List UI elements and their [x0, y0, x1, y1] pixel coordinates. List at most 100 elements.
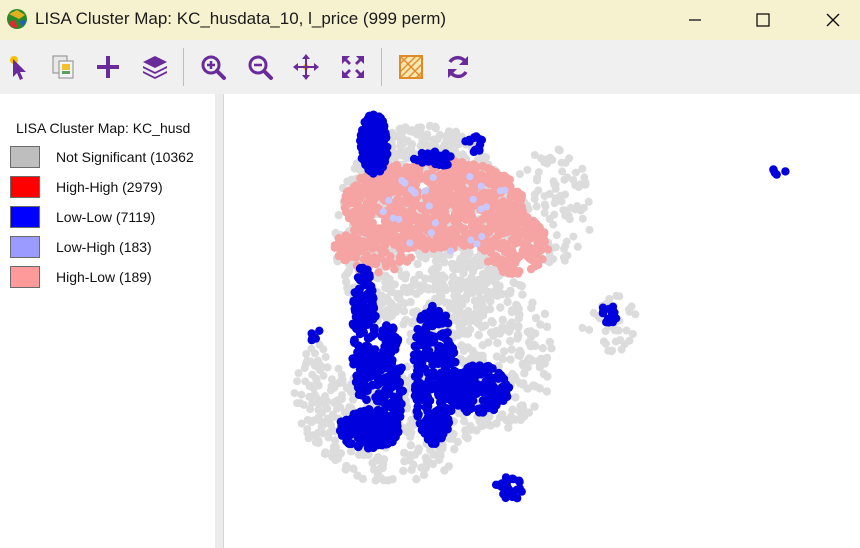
- pan-button[interactable]: [289, 50, 323, 84]
- map-point: [489, 265, 498, 274]
- map-point: [451, 127, 461, 136]
- map-point: [334, 364, 343, 373]
- map-point: [480, 246, 489, 255]
- map-point: [781, 167, 790, 176]
- map-point: [430, 264, 439, 273]
- map-point: [344, 266, 354, 275]
- map-canvas[interactable]: [224, 94, 860, 548]
- map-point: [385, 361, 395, 371]
- map-point: [525, 253, 534, 263]
- map-point: [534, 168, 543, 177]
- map-point: [532, 202, 541, 211]
- map-point: [402, 427, 412, 436]
- map-point: [395, 204, 405, 214]
- map-point: [367, 160, 377, 169]
- minimize-button[interactable]: [662, 0, 728, 40]
- map-point: [421, 463, 431, 473]
- map-point: [391, 417, 401, 427]
- map-point: [484, 370, 493, 380]
- map-point: [607, 313, 616, 322]
- map-point: [378, 183, 388, 193]
- map-point: [431, 256, 441, 266]
- map-point: [522, 233, 532, 242]
- map-point: [551, 194, 560, 203]
- map-point: [547, 344, 556, 353]
- map-point: [507, 345, 516, 354]
- map-point: [385, 196, 393, 204]
- legend-item-not-significant[interactable]: Not Significant (10362: [10, 146, 215, 170]
- full-extent-button[interactable]: [336, 50, 370, 84]
- map-point: [467, 221, 477, 231]
- map-point: [453, 437, 462, 447]
- map-point: [429, 173, 437, 181]
- layers-button[interactable]: [138, 50, 172, 84]
- map-point: [370, 253, 379, 262]
- map-point: [466, 173, 474, 181]
- legend-label: Not Significant (10362: [56, 149, 194, 165]
- map-point: [456, 170, 466, 180]
- map-point: [308, 370, 317, 379]
- basemap-button[interactable]: [394, 50, 428, 84]
- map-point: [413, 324, 423, 334]
- map-point: [498, 354, 507, 364]
- map-point: [411, 189, 419, 197]
- add-layer-button[interactable]: [91, 50, 125, 84]
- panel-splitter[interactable]: [215, 94, 224, 548]
- map-point: [401, 270, 411, 279]
- map-point: [457, 390, 466, 400]
- map-point: [508, 218, 517, 227]
- map-point: [472, 162, 481, 172]
- map-point: [579, 203, 588, 212]
- map-point: [401, 123, 410, 132]
- map-point: [435, 342, 445, 351]
- map-point: [445, 434, 454, 443]
- map-point: [598, 303, 608, 312]
- close-button[interactable]: [800, 0, 860, 40]
- map-point: [307, 334, 317, 343]
- map-point: [443, 341, 452, 351]
- map-point: [377, 310, 387, 319]
- map-point: [608, 346, 617, 355]
- map-point: [494, 480, 503, 490]
- zoom-out-button[interactable]: [243, 50, 277, 84]
- map-point: [349, 464, 358, 473]
- map-point: [420, 338, 430, 348]
- map-point: [327, 414, 336, 423]
- zoom-in-button[interactable]: [196, 50, 230, 84]
- map-point: [437, 278, 447, 287]
- map-point: [369, 304, 379, 313]
- select-tool-button[interactable]: [2, 50, 36, 84]
- legend-item-low-high[interactable]: Low-High (183): [10, 236, 215, 260]
- map-point: [496, 371, 506, 381]
- map-point: [460, 329, 469, 338]
- copy-image-button[interactable]: [46, 50, 80, 84]
- map-point: [498, 323, 507, 332]
- map-point: [346, 430, 356, 439]
- map-point: [485, 276, 494, 285]
- map-point: [625, 336, 634, 345]
- map-point: [535, 362, 545, 372]
- map-point: [387, 259, 397, 268]
- map-point: [469, 195, 477, 203]
- legend-item-high-high[interactable]: High-High (2979): [10, 176, 215, 200]
- map-point: [308, 398, 317, 407]
- map-point: [503, 297, 512, 307]
- legend-item-high-low[interactable]: High-Low (189): [10, 266, 215, 290]
- maximize-button[interactable]: [730, 0, 796, 40]
- legend-item-low-low[interactable]: Low-Low (7119): [10, 206, 215, 230]
- map-point: [518, 380, 527, 389]
- map-point: [421, 311, 431, 321]
- map-point: [511, 226, 521, 235]
- map-point: [615, 292, 624, 301]
- map-point: [514, 476, 524, 485]
- map-point: [516, 402, 525, 411]
- map-point: [421, 325, 431, 334]
- map-point: [455, 322, 464, 332]
- map-point: [429, 285, 438, 294]
- map-point: [455, 222, 465, 232]
- map-point: [541, 202, 550, 211]
- refresh-button[interactable]: [441, 50, 475, 84]
- map-point: [540, 208, 549, 217]
- map-point: [457, 158, 467, 167]
- map-point: [303, 425, 312, 434]
